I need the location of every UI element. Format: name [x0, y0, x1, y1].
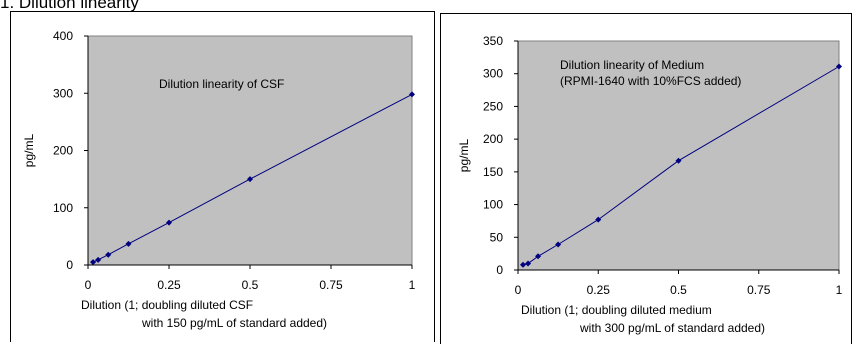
chart-annotation: Dilution linearity of Medium	[560, 58, 704, 72]
x-axis-label-line: with 300 pg/mL of standard added)	[579, 321, 765, 335]
data-point	[675, 157, 682, 164]
plot-area	[517, 40, 840, 271]
data-point	[247, 176, 253, 183]
y-tick-label: 200	[483, 132, 503, 146]
data-point	[555, 241, 562, 248]
y-tick-label: 250	[483, 99, 503, 113]
x-axis-label-line: Dilution (1; doubling diluted medium	[521, 303, 712, 317]
x-tick-label: 0.75	[319, 278, 343, 292]
chart-annotation: (RPMI-1640 with 10%FCS added)	[560, 74, 741, 88]
y-tick-label: 100	[53, 201, 73, 215]
x-tick-label: 1	[409, 278, 416, 292]
data-point	[535, 253, 542, 260]
data-point	[95, 256, 102, 263]
chart-medium: 0 50 100 150 200 250 300 350 0 0.25 0.5 0.75 1 pg/mL D…	[457, 34, 843, 335]
y-tick-label: 200	[53, 144, 73, 158]
data-point	[836, 63, 842, 70]
data-point	[595, 216, 602, 223]
page-title: 1. Dilution linearity	[0, 0, 139, 12]
y-axis-label: pg/mL	[22, 134, 36, 168]
chart-annotation: Dilution linearity of CSF	[159, 77, 284, 91]
chart-panel-medium: 0 50 100 150 200 250 300 350 0 0.25 0.5 0.75 1 pg/mL D…	[440, 13, 852, 344]
x-tick-label: 0	[85, 278, 92, 292]
y-tick-label: 300	[483, 67, 503, 81]
y-tick-label: 400	[53, 29, 73, 43]
data-point	[520, 261, 527, 268]
x-axis-label-line: with 150 pg/mL of standard added)	[141, 316, 327, 330]
y-axis-label: pg/mL	[457, 139, 471, 173]
data-point	[409, 91, 415, 98]
chart-panel-csf: 0 100 200 300 400 0 0.25 0.5 0.75 1 pg/mL Dilution …	[10, 11, 435, 342]
data-point	[166, 219, 172, 226]
plot-area	[87, 35, 413, 266]
y-tick-label: 100	[483, 198, 503, 212]
x-tick-label: 1	[836, 283, 843, 297]
y-tick-label: 350	[483, 34, 503, 48]
y-tick-label: 150	[483, 165, 503, 179]
chart-csf: 0 100 200 300 400 0 0.25 0.5 0.75 1 pg/mL Dilution …	[22, 29, 416, 330]
y-tick-label: 0	[496, 263, 503, 277]
y-tick-label: 300	[53, 86, 73, 100]
y-tick-label: 0	[66, 258, 73, 272]
x-tick-label: 0.5	[242, 278, 259, 292]
data-point	[90, 259, 97, 266]
x-axis-label-line: Dilution (1; doubling diluted CSF	[81, 298, 253, 312]
data-point	[105, 251, 112, 258]
x-tick-label: 0.25	[157, 278, 181, 292]
data-point	[125, 240, 132, 247]
x-tick-label: 0.75	[747, 283, 771, 297]
x-tick-label: 0.25	[587, 283, 611, 297]
x-tick-label: 0.5	[670, 283, 687, 297]
y-tick-label: 50	[490, 230, 504, 244]
x-tick-label: 0	[515, 283, 522, 297]
data-point	[525, 260, 532, 267]
